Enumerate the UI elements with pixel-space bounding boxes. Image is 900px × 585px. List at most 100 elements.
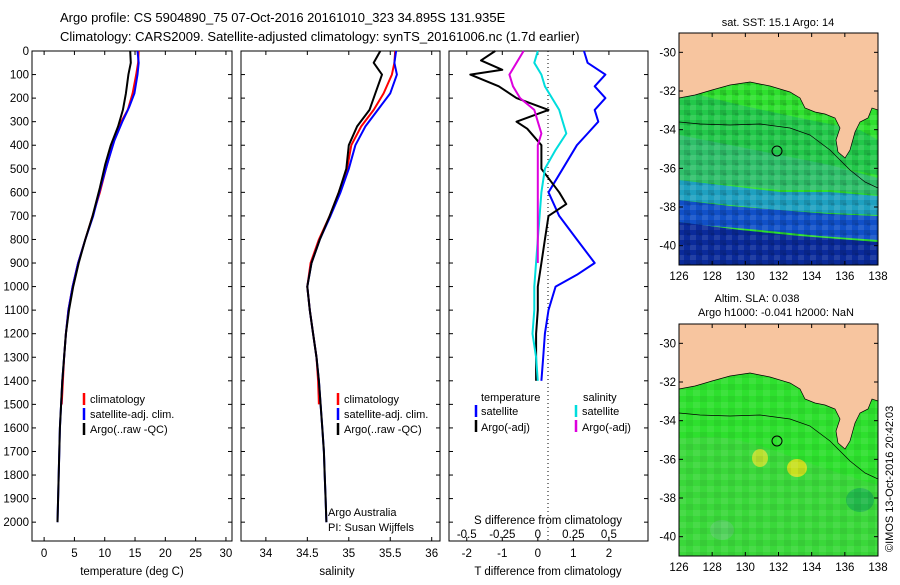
depth-tick-label: 0 (23, 46, 29, 58)
temperature-panel-frame (31, 50, 233, 542)
map-y-tick-label: -36 (659, 163, 676, 175)
legend-label-argo: Argo(..raw -QC) (344, 424, 422, 436)
series-line-temperature-satellite (540, 50, 607, 381)
sla-depth-contour (679, 412, 878, 480)
map-x-tick-label: 128 (703, 562, 722, 574)
map-x-tick-label: 132 (769, 562, 788, 574)
map-x-tick-label: 136 (835, 562, 854, 574)
x-tick-label: 20 (159, 548, 172, 560)
depth-tick-label: 1200 (3, 329, 29, 341)
map-y-tick-label: -38 (659, 493, 676, 505)
legend-label-s-satellite: satellite (582, 406, 619, 418)
map-x-tick-label: 134 (802, 562, 822, 574)
salinity-x-label: salinity (319, 566, 354, 578)
map-x-tick-label: 132 (769, 271, 788, 283)
depth-tick-label: 200 (10, 93, 29, 105)
x-tick-label: 25 (189, 548, 202, 560)
legend-label-satellite: satellite-adj. clim. (90, 409, 174, 421)
temperature-x-label: temperature (deg C) (80, 566, 184, 578)
map1-axes: 126 128 130 132 134 136 138 -30 -32 -34 -36 -38 -40 (659, 33, 888, 283)
temperature-x-axis: 0 5 10 15 20 25 30 (41, 51, 232, 560)
x-tick-label: 2 (606, 548, 612, 560)
s-difference-label: S difference from climatology (474, 515, 622, 527)
x-tick-label: 5 (71, 548, 77, 560)
map-y-tick-label: -34 (659, 416, 676, 428)
sst-map (679, 33, 878, 265)
x-tick-label: 34 (259, 548, 272, 560)
map-y-tick-label: -32 (659, 86, 676, 98)
sla-map (679, 324, 878, 556)
map2-title-line2: Argo h1000: -0.041 h2000: NaN (698, 307, 854, 319)
figure-title-line1: Argo profile: CS 5904890_75 07-Oct-2016 … (60, 10, 506, 25)
depth-tick-label: 2000 (3, 517, 29, 529)
depth-tick-label: 1400 (3, 376, 29, 388)
map2-title-line1: Altim. SLA: 0.038 (715, 293, 800, 305)
map1-title: sat. SST: 15.1 Argo: 14 (722, 17, 835, 29)
difference-legend-salinity: salinity satellite Argo(-adj) (574, 392, 631, 434)
depth-tick-label: 1900 (3, 494, 29, 506)
figure-title-line2: Climatology: CARS2009. Satellite-adjuste… (60, 29, 580, 44)
map1-argo-marker (771, 145, 783, 157)
sst-land (679, 33, 878, 159)
map-y-tick-label: -38 (659, 202, 676, 214)
map-y-tick-label: -32 (659, 377, 676, 389)
x-tick-label: 30 (220, 548, 233, 560)
depth-tick-label: 1800 (3, 470, 29, 482)
legend-title-salinity: salinity (583, 392, 617, 404)
series-line-salinity-argo-adj- (508, 50, 543, 263)
x-tick-label: 0 (535, 548, 541, 560)
map-x-tick-label: 138 (868, 271, 887, 283)
salinity-x-axis: 34 34.5 35 35.5 36 (259, 51, 438, 560)
salinity-difference-axis: -0.5 -0.25 0 0.25 0.5 (457, 529, 617, 541)
map-y-tick-label: -36 (659, 454, 676, 466)
map-y-tick-label: -40 (659, 532, 676, 544)
x-tick-label: 15 (129, 548, 142, 560)
legend-label-argo: Argo(..raw -QC) (90, 424, 168, 436)
series-line-argo-raw-qc- (56, 50, 132, 523)
legend-label-t-argo: Argo(-adj) (481, 422, 530, 434)
salinity-legend: climatology satellite-adj. clim. Argo(..… (336, 393, 428, 436)
legend-label-climatology: climatology (90, 394, 146, 406)
s-tick-label: 0.25 (562, 529, 584, 541)
s-tick-label: -0.5 (457, 529, 477, 541)
sla-land (679, 324, 878, 450)
copyright-text: ©IMOS 13-Oct-2016 20:42:03 (884, 406, 896, 552)
legend-label-t-satellite: satellite (481, 406, 518, 418)
difference-x-axis: -2 -1 0 1 2 (462, 51, 612, 560)
map-y-tick-label: -30 (659, 338, 676, 350)
depth-tick-label: 800 (10, 234, 29, 246)
x-tick-label: -1 (497, 548, 507, 560)
x-tick-label: 1 (570, 548, 576, 560)
depth-tick-label: 1500 (3, 399, 29, 411)
legend-label-s-argo: Argo(-adj) (582, 422, 631, 434)
depth-tick-label: 500 (10, 164, 29, 176)
salinity-series (306, 50, 398, 523)
legend-title-temperature: temperature (481, 392, 540, 404)
map-x-tick-label: 134 (802, 271, 822, 283)
credit-line1: Argo Australia (328, 507, 397, 519)
s-tick-label: -0.25 (489, 529, 515, 541)
series-line-satellite-adj-clim- (306, 50, 398, 523)
map-x-tick-label: 130 (736, 562, 755, 574)
map-y-tick-label: -30 (659, 47, 676, 59)
x-tick-label: -2 (462, 548, 472, 560)
legend-label-satellite: satellite-adj. clim. (344, 409, 428, 421)
x-tick-label: 0 (41, 548, 47, 560)
depth-tick-label: 100 (10, 70, 29, 82)
series-line-satellite-adj-clim- (56, 50, 140, 523)
map2-axes: 126 128 130 132 134 136 138 -30 -32 -34 -36 -38 -40 (659, 324, 888, 574)
depth-tick-label: 300 (10, 117, 29, 129)
difference-series (469, 50, 607, 381)
temperature-series (56, 50, 140, 523)
depth-tick-label: 1100 (4, 305, 29, 317)
depth-tick-label: 1600 (3, 423, 29, 435)
legend-label-climatology: climatology (344, 394, 400, 406)
x-tick-label: 10 (98, 548, 111, 560)
depth-tick-label: 400 (10, 140, 29, 152)
series-line-argo-raw-qc- (306, 50, 383, 523)
depth-tick-label: 1000 (3, 282, 29, 294)
map-x-tick-label: 126 (669, 271, 688, 283)
map-x-tick-label: 126 (669, 562, 688, 574)
series-line-climatology (60, 50, 140, 405)
